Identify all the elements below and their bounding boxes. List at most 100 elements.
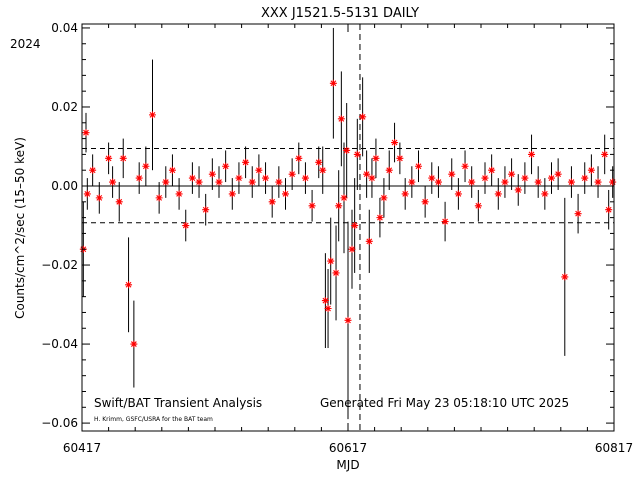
data-point <box>481 174 489 182</box>
data-point <box>359 113 367 121</box>
data-point <box>351 222 359 230</box>
y-axis-label: Counts/cm^2/sec (15–50 keV) <box>13 137 27 319</box>
data-point <box>474 202 482 210</box>
y-tick-label: −0.06 <box>41 416 78 430</box>
data-points <box>79 79 617 348</box>
data-point <box>255 166 263 174</box>
data-point <box>601 150 609 158</box>
data-point <box>324 305 332 313</box>
data-point <box>195 178 203 186</box>
y-tick-label: 0.04 <box>51 21 78 35</box>
data-point <box>587 166 595 174</box>
data-point <box>343 146 351 154</box>
y-tick-label: 0.00 <box>51 179 78 193</box>
data-point <box>554 170 562 178</box>
data-point <box>547 174 555 182</box>
data-point <box>396 154 404 162</box>
data-point <box>340 194 348 202</box>
footer-right: Generated Fri May 23 05:18:10 UTC 2025 <box>320 396 569 410</box>
data-point <box>594 178 602 186</box>
data-point <box>363 170 371 178</box>
data-point <box>188 174 196 182</box>
data-point <box>202 206 210 214</box>
data-point <box>541 190 549 198</box>
data-point <box>528 150 536 158</box>
data-point <box>561 273 569 281</box>
data-point <box>401 190 409 198</box>
chart-title: XXX J1521.5-5131 DAILY <box>261 6 419 21</box>
x-axis-label: MJD <box>336 458 359 472</box>
data-point <box>308 202 316 210</box>
data-point <box>135 174 143 182</box>
data-point <box>488 166 496 174</box>
data-point <box>168 166 176 174</box>
data-point <box>275 178 283 186</box>
data-point <box>155 194 163 202</box>
data-point <box>408 178 416 186</box>
data-point <box>327 257 335 265</box>
data-point <box>109 178 117 186</box>
x-tick-label: 60817 <box>595 441 633 455</box>
data-point <box>368 174 376 182</box>
data-point <box>301 174 309 182</box>
data-point <box>125 281 133 289</box>
footer-left: Swift/BAT Transient Analysis <box>94 396 262 410</box>
data-point <box>321 297 329 305</box>
data-point <box>281 190 289 198</box>
year-label: 2024 <box>10 37 41 51</box>
data-point <box>222 162 230 170</box>
data-point <box>353 150 361 158</box>
data-point <box>534 178 542 186</box>
data-point <box>337 115 345 123</box>
data-point <box>508 170 516 178</box>
data-point <box>215 178 223 186</box>
data-point <box>414 162 422 170</box>
data-point <box>348 245 356 253</box>
y-tick-label: 0.02 <box>51 100 78 114</box>
data-point <box>385 166 393 174</box>
credit-text: H. Krimm, GSFC/USRA for the BAT team <box>94 416 213 423</box>
data-point <box>82 129 90 137</box>
y-tick-label: −0.02 <box>41 258 78 272</box>
data-point <box>319 166 327 174</box>
data-point <box>329 79 337 87</box>
data-point <box>344 316 352 324</box>
data-point <box>262 174 270 182</box>
data-point <box>605 206 613 214</box>
data-point <box>182 222 190 230</box>
data-point <box>376 214 384 222</box>
data-point <box>105 154 113 162</box>
data-point <box>268 198 276 206</box>
data-point <box>335 202 343 210</box>
data-point <box>609 178 617 186</box>
data-point <box>581 174 589 182</box>
data-point <box>162 178 170 186</box>
data-point <box>391 139 399 147</box>
data-point <box>567 178 575 186</box>
data-point <box>454 190 462 198</box>
data-point <box>448 170 456 178</box>
data-point <box>514 186 522 194</box>
x-tick-label: 60417 <box>63 441 101 455</box>
x-tick-label: 60617 <box>329 441 367 455</box>
data-point <box>83 190 91 198</box>
data-point <box>208 170 216 178</box>
data-point <box>130 340 138 348</box>
data-point <box>175 190 183 198</box>
data-point <box>501 178 509 186</box>
data-point <box>95 194 103 202</box>
data-point <box>288 170 296 178</box>
data-point <box>372 154 380 162</box>
data-point <box>295 154 303 162</box>
data-point <box>148 111 156 119</box>
data-point <box>380 194 388 202</box>
data-point <box>315 158 323 166</box>
data-point <box>494 190 502 198</box>
axis-ticks: 60417 60617 60817 −0.06 −0.04 −0.02 0.00 0.02 0.… <box>41 21 633 455</box>
data-point <box>521 174 529 182</box>
data-point <box>365 237 373 245</box>
data-point <box>421 198 429 206</box>
data-point <box>89 166 97 174</box>
data-point <box>228 190 236 198</box>
